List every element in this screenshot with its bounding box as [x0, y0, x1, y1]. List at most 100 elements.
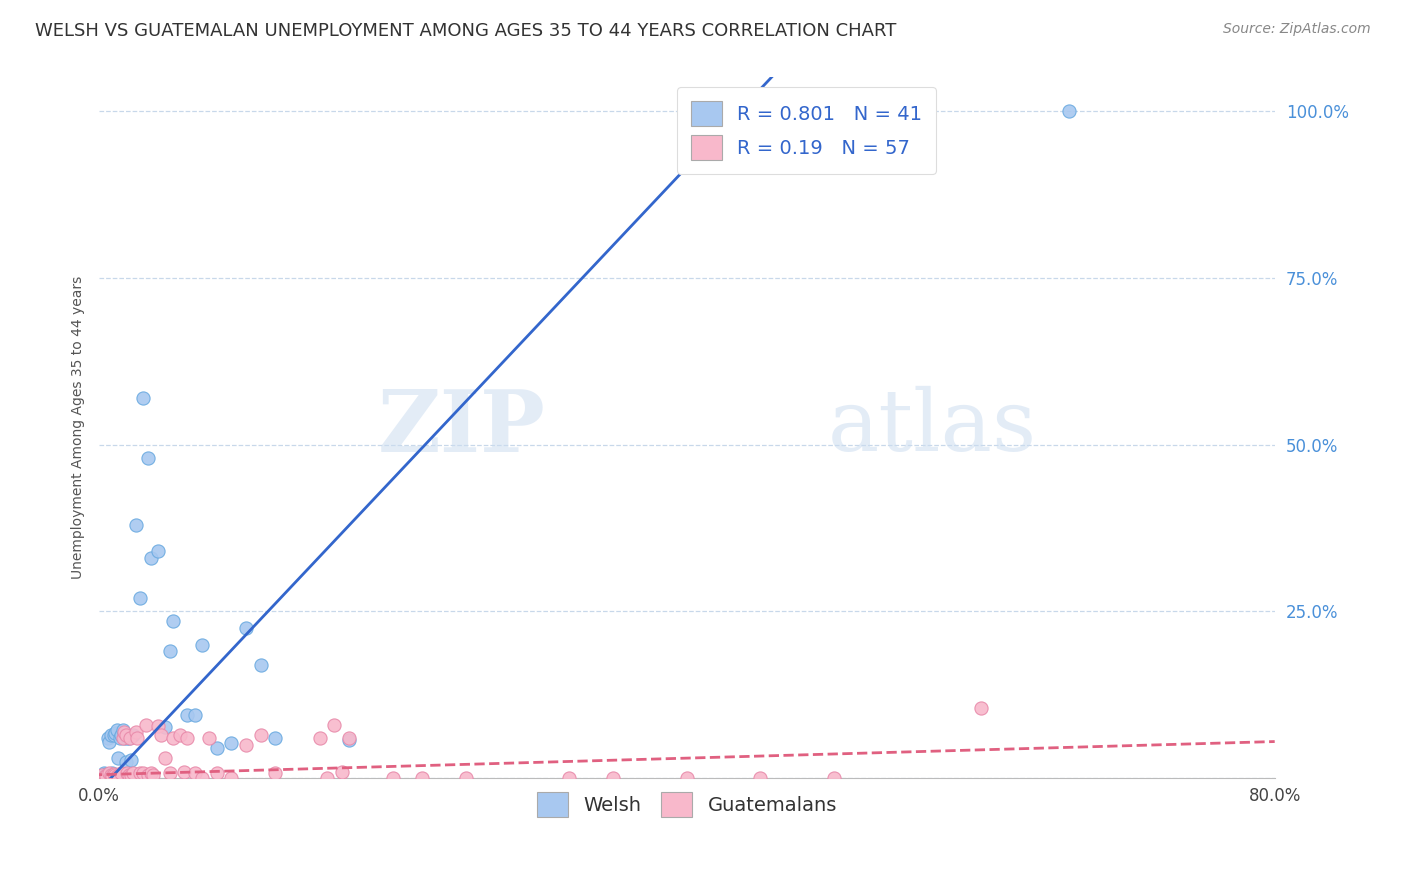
- Point: [104, 768, 127, 782]
- Point: [111, 723, 134, 738]
- Point: [330, 764, 353, 779]
- Point: [146, 719, 169, 733]
- Point: [122, 728, 145, 742]
- Point: [316, 771, 339, 785]
- Point: [221, 736, 243, 750]
- Point: [120, 753, 142, 767]
- Point: [411, 771, 433, 785]
- Point: [249, 728, 271, 742]
- Point: [107, 769, 129, 783]
- Point: [98, 765, 121, 780]
- Point: [132, 765, 155, 780]
- Point: [720, 103, 742, 118]
- Point: [139, 765, 162, 780]
- Point: [191, 771, 214, 785]
- Point: [155, 720, 177, 734]
- Point: [112, 724, 135, 739]
- Point: [337, 731, 360, 746]
- Point: [142, 768, 165, 782]
- Point: [155, 751, 177, 765]
- Point: [100, 768, 122, 782]
- Point: [103, 766, 125, 780]
- Point: [235, 621, 257, 635]
- Point: [115, 765, 138, 780]
- Point: [191, 638, 214, 652]
- Point: [337, 732, 360, 747]
- Point: [103, 728, 125, 742]
- Point: [100, 728, 122, 742]
- Point: [96, 769, 118, 783]
- Point: [118, 731, 141, 746]
- Point: [382, 771, 405, 785]
- Point: [97, 731, 120, 746]
- Point: [169, 728, 191, 742]
- Point: [146, 544, 169, 558]
- Point: [159, 765, 181, 780]
- Point: [105, 769, 128, 783]
- Text: Source: ZipAtlas.com: Source: ZipAtlas.com: [1223, 22, 1371, 37]
- Point: [183, 765, 205, 780]
- Point: [101, 765, 124, 780]
- Point: [115, 731, 138, 746]
- Point: [558, 771, 581, 785]
- Point: [308, 731, 330, 746]
- Point: [91, 768, 114, 782]
- Point: [120, 768, 142, 782]
- Point: [129, 591, 152, 605]
- Y-axis label: Unemployment Among Ages 35 to 44 years: Unemployment Among Ages 35 to 44 years: [72, 277, 86, 580]
- Point: [136, 768, 159, 782]
- Point: [162, 615, 184, 629]
- Point: [176, 707, 198, 722]
- Point: [135, 718, 157, 732]
- Text: WELSH VS GUATEMALAN UNEMPLOYMENT AMONG AGES 35 TO 44 YEARS CORRELATION CHART: WELSH VS GUATEMALAN UNEMPLOYMENT AMONG A…: [35, 22, 897, 40]
- Point: [264, 731, 287, 746]
- Point: [129, 765, 152, 780]
- Point: [136, 450, 159, 465]
- Point: [117, 731, 139, 746]
- Point: [139, 551, 162, 566]
- Point: [183, 707, 205, 722]
- Point: [749, 771, 772, 785]
- Point: [676, 771, 699, 785]
- Point: [159, 644, 181, 658]
- Point: [176, 731, 198, 746]
- Point: [101, 769, 124, 783]
- Point: [110, 728, 132, 742]
- Point: [173, 764, 195, 779]
- Point: [127, 731, 149, 746]
- Point: [96, 767, 118, 781]
- Point: [205, 741, 228, 756]
- Point: [1057, 103, 1080, 118]
- Point: [110, 765, 132, 780]
- Point: [249, 657, 271, 672]
- Point: [117, 768, 139, 782]
- Point: [93, 765, 115, 780]
- Point: [107, 751, 129, 765]
- Point: [111, 731, 134, 746]
- Point: [98, 734, 121, 748]
- Point: [823, 771, 845, 785]
- Point: [91, 768, 114, 782]
- Point: [114, 755, 136, 769]
- Point: [235, 738, 257, 752]
- Point: [114, 728, 136, 742]
- Point: [112, 731, 135, 746]
- Point: [970, 701, 993, 715]
- Point: [221, 771, 243, 785]
- Text: ZIP: ZIP: [378, 386, 546, 470]
- Point: [104, 726, 127, 740]
- Point: [125, 724, 148, 739]
- Point: [132, 391, 155, 405]
- Point: [125, 517, 148, 532]
- Point: [105, 723, 128, 738]
- Point: [108, 731, 131, 746]
- Point: [602, 771, 624, 785]
- Point: [94, 768, 117, 782]
- Point: [456, 771, 478, 785]
- Point: [205, 765, 228, 780]
- Point: [198, 731, 221, 746]
- Point: [94, 769, 117, 783]
- Legend: Welsh, Guatemalans: Welsh, Guatemalans: [529, 784, 845, 824]
- Point: [323, 718, 346, 732]
- Point: [122, 765, 145, 780]
